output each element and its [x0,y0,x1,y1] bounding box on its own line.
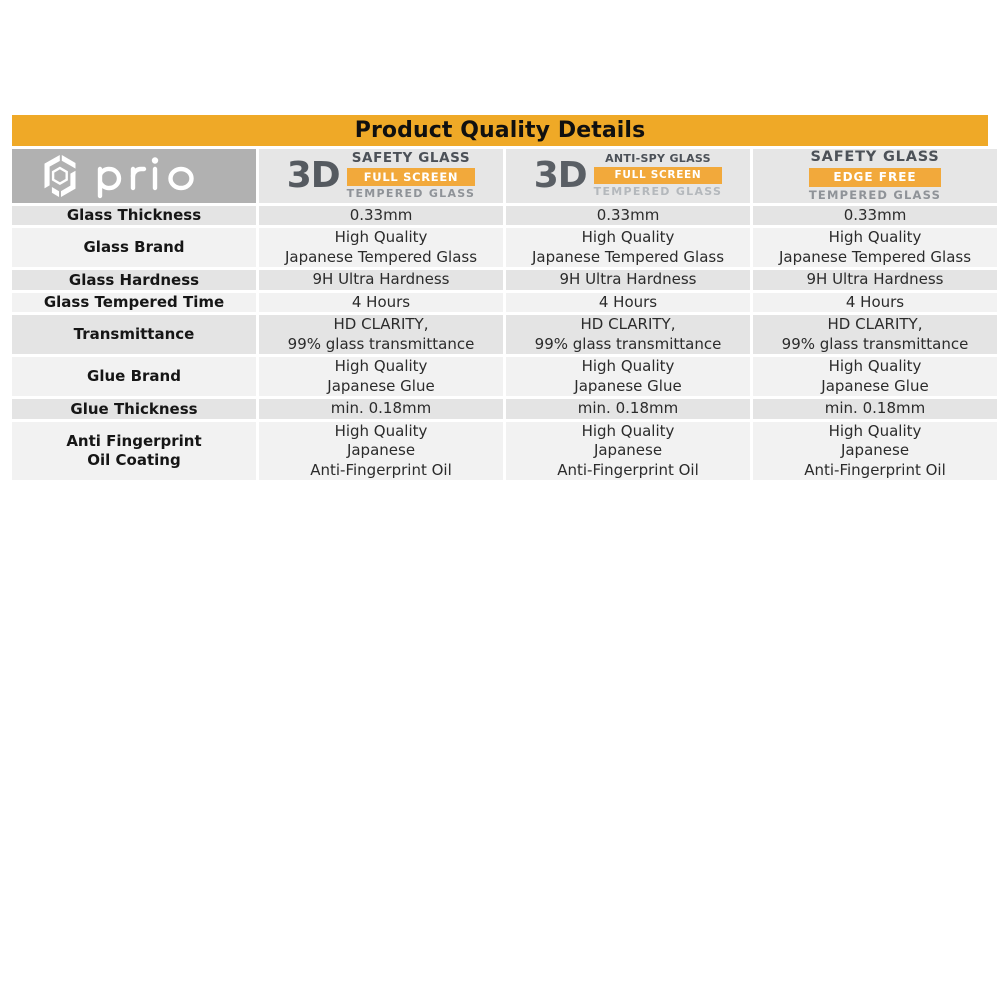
row-label: Glue Brand [12,357,256,397]
table-cell: High Quality Japanese Glue [506,357,750,397]
product-logo: SAFETY GLASS EDGE FREE TEMPERED GLASS [808,149,942,203]
table-cell: HD CLARITY, 99% glass transmittance [753,315,997,355]
row-label: Transmittance [12,315,256,355]
logo-top-line: SAFETY GLASS [810,149,940,165]
table-cell: High Quality Japanese Glue [259,357,503,397]
product-logo: 3D SAFETY GLASS FULL SCREEN TEMPERED GLA… [287,151,476,200]
product-quality-table: Product Quality Details [12,115,997,481]
table-cell: 4 Hours [506,292,750,313]
table-cell: High Quality Japanese Anti-Fingerprint O… [259,421,503,481]
row-label: Glass Thickness [12,205,256,226]
logo-top-line: SAFETY GLASS [351,150,471,167]
table-cell: 4 Hours [259,292,503,313]
row-label: Glass Brand [12,228,256,268]
table-cell: High Quality Japanese Tempered Glass [506,228,750,268]
logo-text-stack: SAFETY GLASS EDGE FREE TEMPERED GLASS [808,149,942,203]
comparison-grid: 3D SAFETY GLASS FULL SCREEN TEMPERED GLA… [12,149,997,481]
table-cell: 0.33mm [506,205,750,226]
row-label: Glass Hardness [12,270,256,290]
logo-3d-text: 3D [533,154,588,196]
column-header-safety-glass-edge-free: SAFETY GLASS EDGE FREE TEMPERED GLASS [753,149,997,203]
row-label: Glue Thickness [12,399,256,419]
logo-top-line: ANTI-SPY GLASS [605,152,711,166]
prio-logo [34,150,235,202]
row-label: Anti Fingerprint Oil Coating [12,421,256,481]
table-cell: HD CLARITY, 99% glass transmittance [506,315,750,355]
table-cell: 4 Hours [753,292,997,313]
logo-text-stack: ANTI-SPY GLASS FULL SCREEN TEMPERED GLAS… [593,152,723,199]
row-label: Glass Tempered Time [12,292,256,313]
logo-bottom-line: TEMPERED GLASS [808,188,942,203]
prio-hexagon-icon [34,150,86,202]
logo-badge: FULL SCREEN [346,167,476,187]
table-cell: min. 0.18mm [506,399,750,419]
column-header-3d-safety-glass: 3D SAFETY GLASS FULL SCREEN TEMPERED GLA… [259,149,503,203]
table-cell: High Quality Japanese Tempered Glass [259,228,503,268]
prio-wordmark [95,153,235,199]
table-cell: 9H Ultra Hardness [753,270,997,290]
table-cell: High Quality Japanese Glue [753,357,997,397]
table-title-bar: Product Quality Details [12,115,988,146]
column-header-3d-anti-spy-glass: 3D ANTI-SPY GLASS FULL SCREEN TEMPERED G… [506,149,750,203]
brand-logo-cell [12,149,256,203]
page-title: Product Quality Details [354,117,646,143]
table-cell: min. 0.18mm [259,399,503,419]
logo-3d-text: 3D [286,154,341,196]
logo-bottom-line: TEMPERED GLASS [593,185,723,199]
logo-bottom-line: TEMPERED GLASS [346,187,476,201]
table-cell: 0.33mm [259,205,503,226]
table-cell: HD CLARITY, 99% glass transmittance [259,315,503,355]
product-logo: 3D ANTI-SPY GLASS FULL SCREEN TEMPERED G… [534,153,723,198]
table-cell: High Quality Japanese Tempered Glass [753,228,997,268]
table-cell: High Quality Japanese Anti-Fingerprint O… [753,421,997,481]
table-cell: 9H Ultra Hardness [506,270,750,290]
logo-text-stack: SAFETY GLASS FULL SCREEN TEMPERED GLASS [346,150,476,201]
table-cell: min. 0.18mm [753,399,997,419]
table-cell: 0.33mm [753,205,997,226]
logo-badge: FULL SCREEN [593,167,723,185]
table-cell: 9H Ultra Hardness [259,270,503,290]
logo-badge: EDGE FREE [808,167,942,188]
table-cell: High Quality Japanese Anti-Fingerprint O… [506,421,750,481]
